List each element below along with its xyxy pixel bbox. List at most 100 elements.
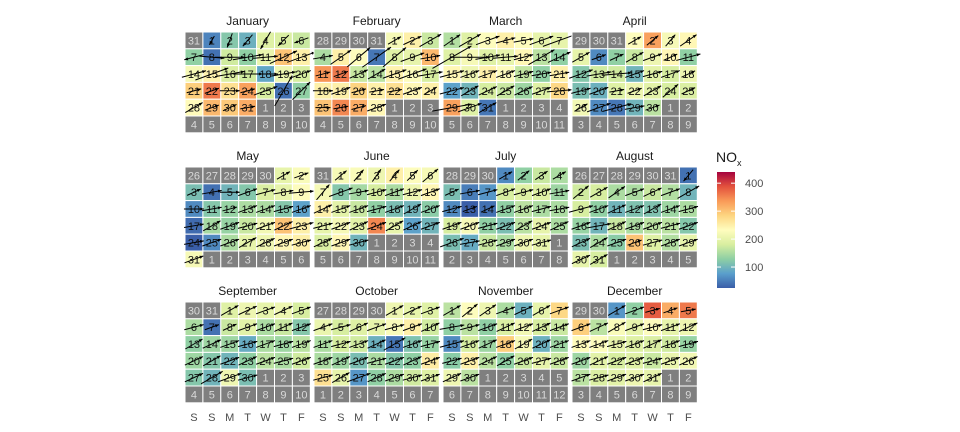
day-number: 4	[191, 389, 197, 401]
day-number: 1	[556, 238, 562, 250]
wind-arrowhead	[271, 189, 276, 193]
day-number: 26	[517, 356, 529, 368]
wind-arrowhead	[640, 188, 645, 192]
day-number: 8	[556, 254, 562, 266]
wind-arrowhead	[417, 323, 422, 327]
day-number: 19	[446, 221, 458, 233]
day-number: 16	[646, 69, 658, 81]
day-number: 5	[209, 119, 215, 131]
wind-arrowhead	[496, 54, 501, 58]
day-number: 6	[632, 119, 638, 131]
wind-arrowhead	[693, 222, 698, 226]
wind-arrow	[586, 71, 612, 77]
wind-arrowhead	[528, 86, 533, 90]
wind-arrowhead	[250, 88, 255, 92]
day-number: 17	[259, 339, 271, 351]
day-number: 16	[242, 339, 254, 351]
wind-arrowhead	[217, 206, 222, 210]
wind-arrowhead	[307, 239, 312, 243]
wind-arrowhead	[202, 70, 207, 74]
wind-arrowhead	[658, 324, 663, 328]
wind-arrowhead	[270, 323, 275, 327]
day-number: 4	[556, 103, 562, 115]
day-number: 8	[685, 187, 691, 199]
day-cell	[678, 385, 698, 404]
wind-arrowhead	[528, 357, 533, 361]
wind-arrowhead	[467, 103, 472, 107]
day-number: 1	[391, 35, 397, 47]
day-number: 17	[371, 204, 383, 216]
wind-arrow	[528, 49, 555, 66]
wind-arrow	[432, 103, 472, 112]
day-number: 14	[317, 204, 329, 216]
day-number: 25	[259, 86, 271, 98]
wind-arrow	[475, 54, 501, 60]
wind-arrowhead	[546, 222, 551, 226]
day-number: 3	[427, 305, 433, 317]
day-number: 6	[298, 35, 304, 47]
month-title: February	[353, 14, 401, 28]
day-number: 20	[353, 356, 365, 368]
day-number: 8	[391, 52, 397, 64]
day-number: 1	[685, 170, 691, 182]
day-number: 21	[206, 356, 218, 368]
weekday-label: M	[354, 412, 363, 424]
wind-arrowhead	[658, 357, 663, 361]
day-number: 1	[209, 254, 215, 266]
day-number: 11	[500, 52, 511, 64]
day-number: 3	[409, 238, 415, 250]
wind-arrowhead	[214, 88, 219, 91]
day-number: 4	[667, 305, 673, 317]
wind-arrowhead	[546, 188, 551, 192]
day-number: 19	[517, 69, 529, 81]
weekday-label: S	[595, 412, 602, 424]
wind-arrowhead	[402, 69, 407, 73]
wind-arrowhead	[291, 70, 296, 75]
legend-tick-label: 300	[745, 206, 763, 218]
day-number: 5	[320, 254, 326, 266]
wind-arrowhead	[436, 340, 441, 344]
wind-arrowhead	[288, 221, 293, 225]
month-title: September	[218, 284, 277, 298]
day-number: 2	[649, 35, 655, 47]
wind-arrowhead	[475, 189, 480, 193]
wind-arrowhead	[586, 222, 591, 226]
wind-arrowhead	[604, 340, 609, 344]
day-number: 31	[424, 373, 436, 385]
day-number: 30	[295, 238, 307, 250]
wind-arrowhead	[401, 337, 406, 341]
wind-arrowhead	[564, 357, 569, 361]
day-number: 3	[596, 187, 602, 199]
day-number: 25	[388, 221, 400, 233]
wind-arrowhead	[492, 356, 497, 360]
wind-arrow	[253, 55, 279, 59]
wind-arrowhead	[216, 355, 221, 359]
day-number: 18	[664, 339, 676, 351]
wind-arrowhead	[657, 339, 662, 343]
day-number: 5	[338, 52, 344, 64]
wind-arrowhead	[640, 323, 645, 327]
day-number: 19	[629, 221, 641, 233]
day-number: 4	[262, 254, 268, 266]
day-number: 16	[464, 69, 476, 81]
wind-arrowhead	[622, 238, 627, 242]
wind-arrowhead	[658, 239, 663, 243]
wind-arrowhead	[306, 70, 311, 74]
wind-arrowhead	[525, 170, 530, 175]
wind-arrowhead	[547, 239, 552, 243]
day-number: 10	[406, 254, 418, 266]
wind-arrowhead	[270, 238, 275, 242]
wind-arrowhead	[366, 47, 371, 52]
wind-arrowhead	[675, 188, 680, 192]
day-number: 10	[646, 322, 658, 334]
wind-arrowhead	[657, 222, 662, 226]
wind-arrowhead	[235, 357, 240, 361]
day-number: 3	[298, 103, 304, 115]
day-number: 26	[277, 86, 289, 98]
wind-arrowhead	[586, 255, 591, 259]
wind-arrowhead	[328, 357, 333, 361]
wind-arrowhead	[547, 357, 552, 361]
day-number: 10	[482, 52, 494, 64]
wind-arrowhead	[420, 52, 425, 56]
